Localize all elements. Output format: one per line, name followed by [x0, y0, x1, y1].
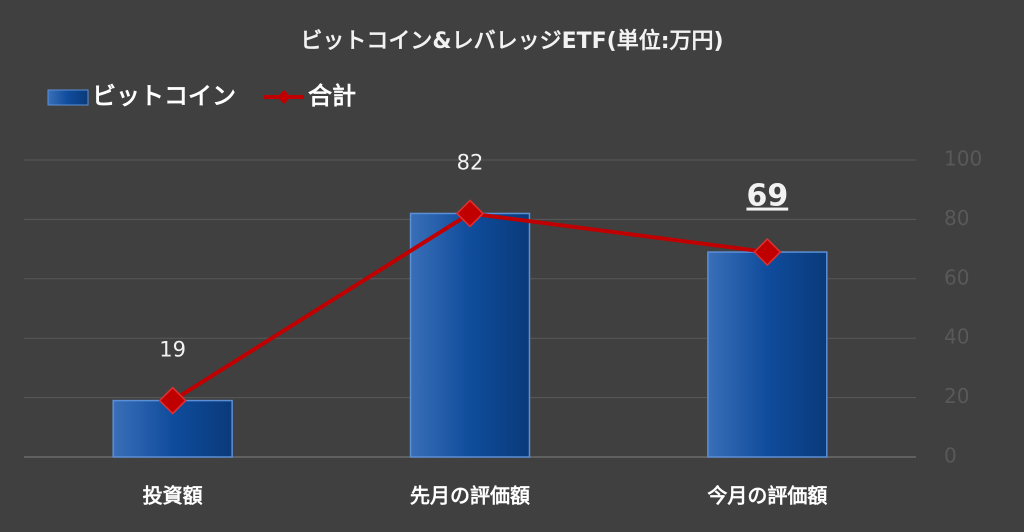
y-tick-label: 20: [944, 384, 969, 408]
x-tick-label: 投資額: [143, 484, 203, 508]
legend-label: ビットコイン: [92, 82, 236, 110]
legend-swatch: [47, 89, 89, 106]
data-label: 69: [746, 179, 788, 214]
y-tick-label: 80: [944, 206, 969, 230]
y-tick-label: 100: [944, 147, 982, 171]
line-marker: [455, 199, 485, 228]
line-marker: [158, 386, 187, 415]
data-label: 82: [457, 150, 484, 174]
legend-marker: [277, 90, 291, 104]
y-tick-label: 0: [944, 444, 957, 468]
y-tick-label: 40: [944, 325, 969, 349]
chart-title: ビットコイン&レバレッジETF(単位:万円): [300, 28, 723, 54]
data-label: 19: [159, 338, 186, 362]
x-tick-label: 先月の評価額: [410, 484, 530, 508]
x-tick-label: 今月の評価額: [707, 484, 827, 508]
line-marker: [753, 238, 782, 267]
bar: [409, 212, 531, 458]
bar: [707, 251, 828, 458]
y-tick-label: 60: [944, 265, 969, 289]
legend-label: 合計: [308, 82, 356, 110]
